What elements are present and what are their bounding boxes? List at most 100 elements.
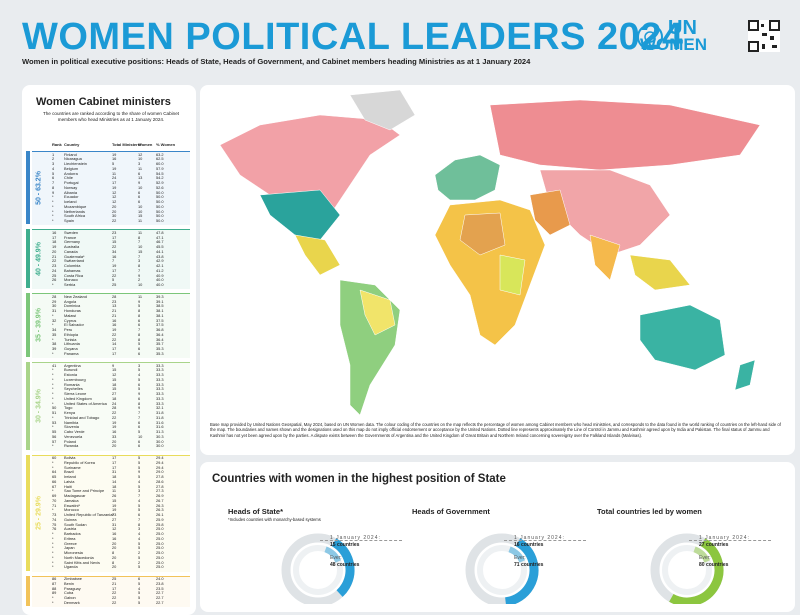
table-cell: 25.0: [156, 526, 164, 532]
table-cell: 19: [112, 502, 117, 508]
table-cell: 25: [112, 282, 117, 287]
table-cell: 21: [112, 308, 117, 313]
table-cell: 22: [112, 410, 117, 415]
table-cell: 23.5: [156, 585, 164, 591]
table-cell: Colombia: [64, 263, 81, 268]
table-cell: Morocco: [64, 507, 79, 513]
table-cell: 13: [112, 303, 117, 309]
table-cell: 25.0: [156, 535, 164, 541]
table-cell: 6: [138, 512, 141, 517]
table-cell: Germany: [64, 239, 80, 245]
table-cell: 2: [52, 156, 55, 162]
table-cell: Serbia: [64, 282, 76, 287]
table-cell: North Macedonia: [64, 554, 94, 560]
table-cell: South Sudan: [64, 521, 87, 527]
table-cell: 27.3: [156, 488, 164, 494]
table-cell: 17: [112, 455, 117, 460]
table-cell: 22.7: [156, 595, 164, 600]
table-cell: 38.5: [156, 303, 164, 309]
table-cell: *: [52, 367, 54, 373]
table-cell: Netherlands: [64, 208, 85, 214]
table-cell: 17: [112, 267, 117, 273]
table-cell: Albania: [64, 189, 77, 195]
table-cell: 22: [112, 414, 117, 420]
table-cell: 32: [52, 317, 57, 323]
table-cell: 30: [112, 213, 117, 219]
table-cell: 18: [52, 239, 57, 245]
table-cell: Sweden: [64, 229, 79, 235]
table-cell: 50.0: [156, 208, 164, 214]
panel-title: Heads of State*: [228, 507, 284, 516]
table-cell: Iceland: [64, 199, 77, 204]
logo-un: UN: [668, 17, 697, 39]
table-cell: *: [52, 531, 54, 536]
table-cell: 6: [138, 381, 141, 387]
table-cell: 25.0: [156, 559, 164, 565]
group-box: [32, 454, 190, 572]
table-cell: El Salvador: [64, 322, 84, 328]
table-cell: 5: [138, 455, 141, 460]
table-cell: 4: [138, 497, 141, 503]
table-cell: 7: [138, 327, 141, 332]
table-cell: 33.3: [156, 395, 164, 401]
table-cell: 35: [52, 331, 57, 337]
table-cell: 9: [138, 391, 141, 396]
table-cell: 29.4: [156, 464, 164, 470]
table-cell: 88: [52, 585, 57, 591]
table-cell: Poland: [64, 438, 77, 444]
table-cell: 24: [112, 400, 117, 406]
table-cell: 19: [112, 424, 117, 430]
table-cell: Monaco: [64, 277, 78, 283]
table-cell: Latvia: [64, 478, 75, 484]
table-cell: United States of America: [64, 400, 107, 406]
table-cell: 3: [52, 161, 55, 166]
table-cell: Norway: [64, 184, 78, 190]
ever-label: Ever:: [330, 555, 342, 561]
table-cell: 5: [138, 386, 141, 392]
table-cell: 4: [138, 478, 141, 484]
table-cell: 19: [112, 263, 117, 268]
table-cell: 39.1: [156, 298, 164, 304]
table-cell: 54.5: [156, 170, 164, 176]
table-cell: 10: [138, 184, 143, 190]
table-cell: Liechtenstein: [64, 161, 87, 166]
table-cell: 3: [138, 526, 141, 532]
heads-panel: Countries with women in the highest posi…: [200, 462, 795, 612]
table-cell: 57.9: [156, 165, 164, 171]
table-cell: *: [52, 564, 54, 570]
table-cell: 10: [138, 282, 143, 287]
table-cell: 41.2: [156, 267, 164, 273]
cabinet-panel: Women Cabinet ministers The countries are…: [22, 85, 196, 615]
table-cell: 17: [112, 350, 117, 356]
table-cell: 33.3: [156, 386, 164, 392]
table-cell: 16: [52, 229, 57, 235]
table-cell: France: [64, 234, 77, 240]
table-cell: 20: [112, 438, 117, 444]
table-cell: Bahamas: [64, 267, 81, 273]
table-cell: 5: [138, 540, 141, 546]
table-cell: 16: [112, 429, 117, 434]
table-cell: Barbados: [64, 531, 81, 536]
table-cell: 39.3: [156, 293, 164, 299]
table-cell: 22: [112, 244, 117, 249]
table-cell: Uganda: [64, 564, 78, 570]
table-cell: 25.9: [156, 516, 164, 522]
table-cell: Lithuania: [64, 341, 80, 347]
table-cell: Gabon: [64, 595, 76, 600]
column-header: Country: [64, 142, 80, 147]
ever-value: 71 countries: [514, 562, 544, 568]
table-cell: 3: [138, 362, 141, 368]
table-cell: 21: [112, 580, 117, 586]
table-cell: 8: [138, 234, 141, 240]
table-cell: 56: [52, 433, 57, 439]
table-cell: 25.0: [156, 531, 164, 536]
table-cell: 17: [112, 464, 117, 470]
table-cell: *: [52, 381, 54, 387]
table-cell: 25.0: [156, 550, 164, 555]
table-cell: 52.6: [156, 184, 164, 190]
table-cell: Ethiopia: [64, 331, 79, 337]
table-cell: 50.0: [156, 194, 164, 200]
table-cell: 18: [112, 474, 117, 479]
table-cell: 9: [138, 272, 141, 278]
ever-label: Ever:: [514, 555, 526, 561]
